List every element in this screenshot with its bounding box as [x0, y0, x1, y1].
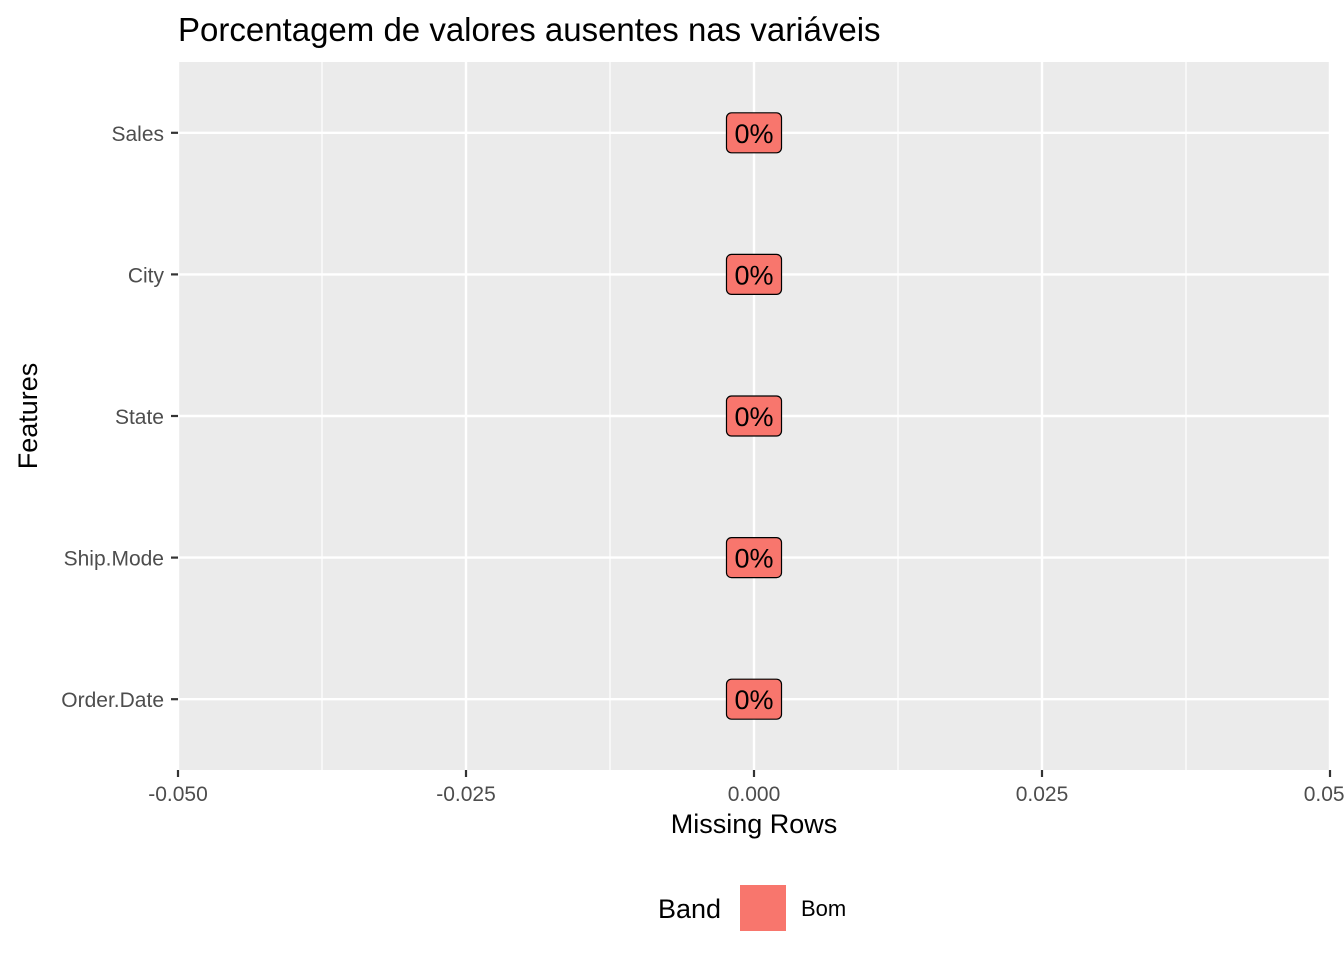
y-tick-label: Ship.Mode [64, 548, 164, 571]
y-tick-label: Order.Date [61, 689, 164, 712]
data-label-text: 0% [734, 685, 773, 715]
data-label-box [725, 678, 783, 720]
y-tick-label: State [115, 406, 164, 429]
x-tick-label: 0.025 [1016, 783, 1069, 806]
data-label-box [725, 112, 783, 154]
legend-label-bom: Bom [801, 896, 846, 921]
x-axis-title: Missing Rows [671, 809, 838, 839]
legend-key-bom [740, 885, 786, 931]
data-label-text: 0% [734, 402, 773, 432]
data-label: 0% [725, 536, 783, 579]
x-tick-label: 0.000 [728, 783, 781, 806]
legend: Band Bom [658, 885, 846, 931]
data-label-box [725, 253, 783, 295]
legend-title: Band [658, 894, 721, 924]
x-tick-label: 0.050 [1304, 783, 1344, 806]
data-label: 0% [725, 112, 783, 154]
x-tick-label: -0.050 [148, 783, 208, 806]
y-axis-title: Features [13, 363, 43, 470]
x-tick-label: -0.025 [436, 783, 496, 806]
y-tick-label: City [128, 264, 165, 287]
x-axis: -0.050 -0.025 0.000 0.025 0.050 [148, 770, 1344, 806]
data-label-box [725, 395, 783, 437]
y-axis: Order.Date Ship.Mode State City Sales [61, 123, 178, 712]
data-label-text: 0% [734, 260, 773, 290]
chart-title: Porcentagem de valores ausentes nas vari… [178, 11, 881, 48]
data-label-box [725, 536, 783, 579]
data-label: 0% [725, 678, 783, 720]
data-label: 0% [725, 253, 783, 295]
data-labels: 0% 0% 0% 0% 0% [725, 112, 783, 720]
data-label: 0% [725, 395, 783, 437]
data-label-text: 0% [734, 119, 773, 149]
data-label-text: 0% [734, 544, 773, 574]
y-tick-label: Sales [111, 123, 164, 146]
